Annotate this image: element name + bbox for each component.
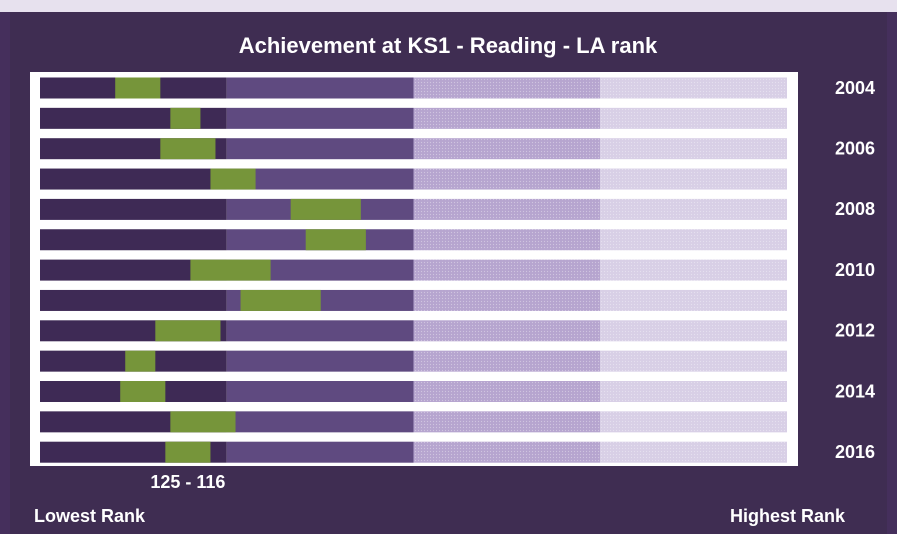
quartile-band [40, 289, 227, 311]
rank-range-bar [290, 198, 361, 220]
band-texture [413, 320, 601, 342]
band-texture [413, 107, 601, 129]
quartile-band [226, 107, 414, 129]
rank-range-bar [170, 107, 201, 129]
rank-range-bar [155, 320, 221, 342]
year-label: 2014 [835, 381, 875, 401]
top-strip [0, 0, 897, 12]
band-texture [413, 381, 601, 402]
band-texture [413, 77, 601, 99]
rank-range-bar [160, 138, 216, 160]
band-texture [413, 138, 601, 160]
band-texture [600, 350, 787, 372]
quartile-band [226, 168, 414, 190]
band-texture [600, 107, 787, 129]
band-texture [413, 441, 601, 463]
quartile-band [226, 138, 414, 160]
rank-range-bar [125, 350, 156, 372]
rank-range-bar [165, 441, 211, 463]
right-label: Highest Rank [730, 506, 846, 526]
quartile-band [40, 198, 227, 220]
year-label: 2016 [835, 442, 875, 462]
chart-title: Achievement at KS1 - Reading - LA rank [239, 33, 658, 58]
rank-range-bar [120, 381, 166, 402]
rank-range-bar [115, 77, 161, 99]
band-texture [413, 411, 601, 433]
year-label: 2008 [835, 199, 875, 219]
year-label: 2004 [835, 78, 875, 98]
band-texture [600, 168, 787, 190]
band-texture [600, 411, 787, 433]
band-texture [600, 441, 787, 463]
year-label: 2006 [835, 138, 875, 158]
band-texture [413, 289, 601, 311]
year-label: 2012 [835, 321, 875, 341]
quartile-band [40, 168, 227, 190]
band-texture [413, 259, 601, 281]
quartile-band [40, 229, 227, 251]
band-texture [600, 198, 787, 220]
left-label: Lowest Rank [34, 506, 146, 526]
band-texture [413, 229, 601, 251]
quartile-band [226, 77, 414, 99]
band-texture [600, 138, 787, 160]
rank-range-bar [210, 168, 256, 190]
band-texture [600, 320, 787, 342]
quartile-band [226, 259, 414, 281]
band-texture [600, 381, 787, 402]
rank-range-bar [190, 259, 271, 281]
quartile-band [226, 350, 414, 372]
quartile-band [226, 320, 414, 342]
band-texture [600, 259, 787, 281]
band-texture [600, 229, 787, 251]
rank-range-bar [240, 289, 321, 311]
rank-range-bar [170, 411, 236, 433]
band-texture [600, 289, 787, 311]
range-label: 125 - 116 [150, 472, 225, 492]
quartile-band [226, 381, 414, 402]
rank-range-bar [305, 229, 366, 251]
band-texture [413, 168, 601, 190]
year-label: 2010 [835, 260, 875, 280]
quartile-band [226, 441, 414, 463]
quartile-band [40, 259, 227, 281]
band-texture [413, 350, 601, 372]
band-texture [413, 198, 601, 220]
band-texture [600, 77, 787, 99]
quartile-band [226, 411, 414, 433]
